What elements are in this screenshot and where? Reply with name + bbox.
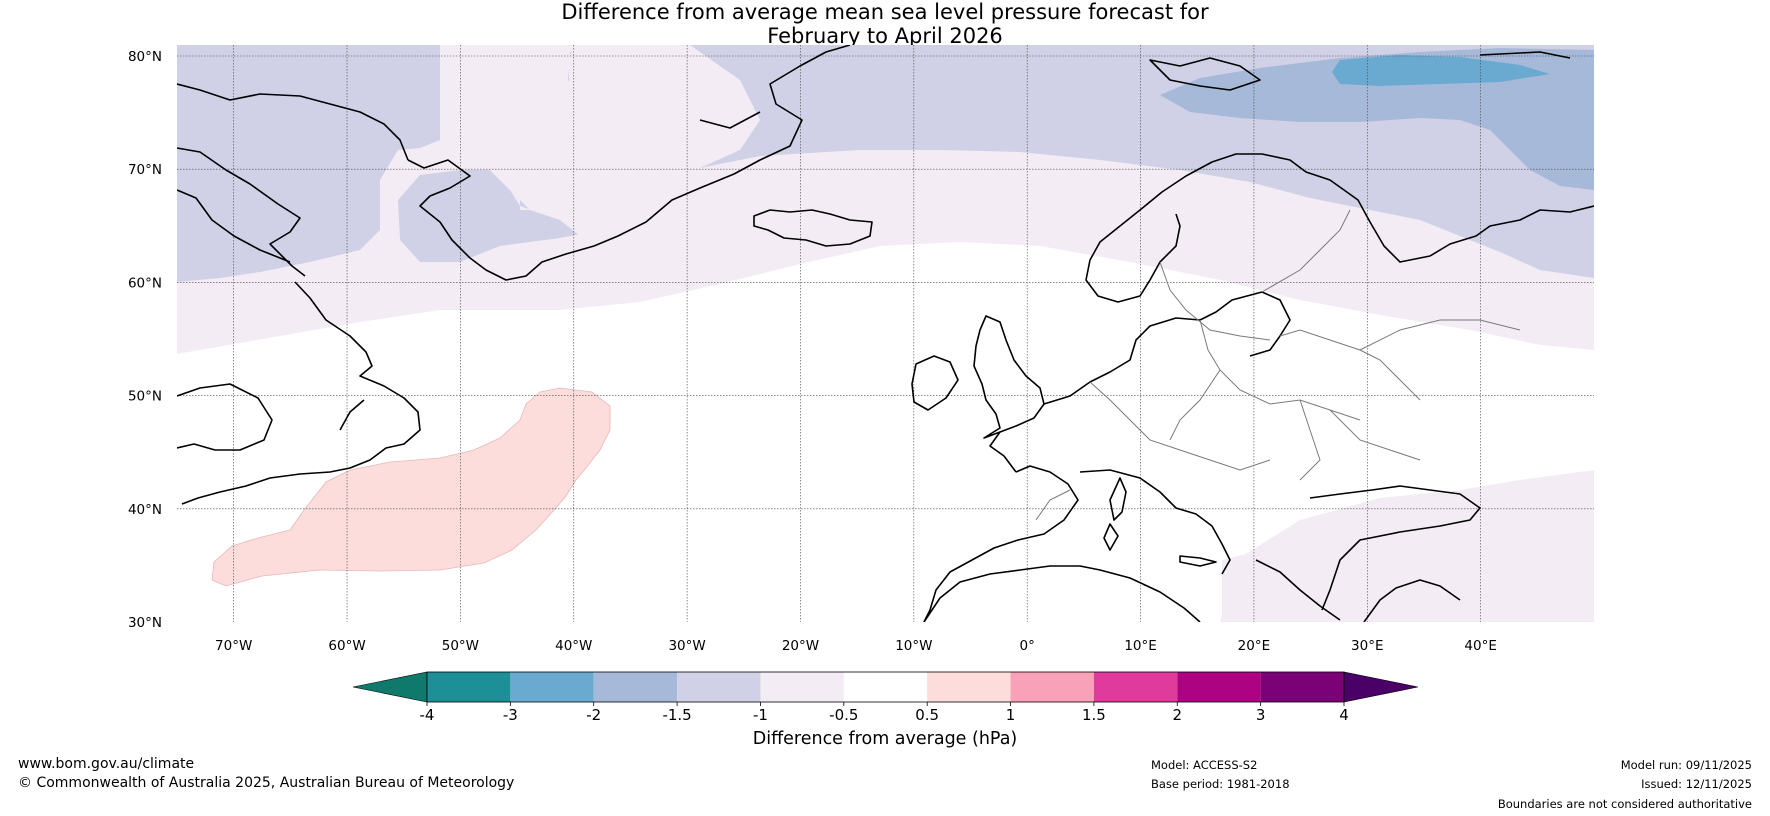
- lon-label: 40°E: [1464, 638, 1496, 654]
- footer-issued: Issued: 12/11/2025: [1641, 777, 1752, 791]
- coastline-iceland: [753, 209, 873, 247]
- colorbar-tick-label: -1: [753, 706, 768, 724]
- colorbar-segment: [677, 672, 761, 702]
- latitude-labels: 80°N 70°N 60°N 50°N 40°N 30°N: [128, 49, 162, 631]
- footer-model-run: Model run: 09/11/2025: [1620, 758, 1752, 772]
- lat-label: 50°N: [128, 389, 162, 405]
- lon-label: 10°W: [895, 638, 932, 654]
- coastline-labrador: [177, 281, 421, 505]
- colorbar-segment: [1093, 672, 1178, 702]
- lat-label: 30°N: [128, 615, 162, 631]
- lat-label: 70°N: [128, 162, 162, 178]
- anomaly-region-greenland-light: [440, 45, 760, 240]
- title-line-2: February to April 2026: [767, 24, 1003, 48]
- colorbar-segment: [927, 672, 1011, 702]
- lon-label: 0°: [1020, 638, 1035, 654]
- lon-label: 70°W: [215, 638, 252, 654]
- colorbar-segment: [593, 672, 678, 702]
- colorbar-segment: [843, 672, 928, 702]
- longitude-labels: 70°W 60°W 50°W 40°W 30°W 20°W 10°W 0° 10°E 20°E 30…: [215, 638, 1497, 654]
- lat-label: 60°N: [128, 275, 162, 291]
- colorbar-outline: [426, 671, 1345, 703]
- coastline-svalbard: [1149, 51, 1571, 91]
- colorbar-tick-label: -1.5: [662, 706, 691, 724]
- colorbar-segment: [1010, 672, 1094, 702]
- footer-base-period: Base period: 1981-2018: [1151, 777, 1290, 791]
- lon-label: 10°E: [1124, 638, 1156, 654]
- lon-label: 30°E: [1351, 638, 1383, 654]
- colorbar-segment: [760, 672, 844, 702]
- colorbar-label: Difference from average (hPa): [752, 729, 1018, 749]
- colorbar-tick-label: 1: [1006, 706, 1016, 724]
- colorbar-tick-label: 2: [1172, 706, 1182, 724]
- lon-label: 30°W: [668, 638, 705, 654]
- footer-disclaimer: Boundaries are not considered authoritat…: [1497, 797, 1752, 811]
- coastline-scandinavia: [1085, 153, 1594, 303]
- colorbar: -4 -3 -2 -1.5 -1 -0.5 0.5 1 1.5 2 3 4: [352, 671, 1419, 724]
- chart-title: Difference from average mean sea level p…: [0, 0, 1770, 48]
- colorbar-tick-label: -2: [586, 706, 601, 724]
- colorbar-extend-max: [1343, 671, 1419, 703]
- lon-label: 20°W: [782, 638, 819, 654]
- colorbar-tick-label: 3: [1256, 706, 1266, 724]
- lon-label: 50°W: [442, 638, 479, 654]
- anomaly-region-mediterranean: [1222, 550, 1300, 622]
- coastline-greenland: [177, 45, 851, 281]
- lon-label: 60°W: [328, 638, 365, 654]
- footer-model: Model: ACCESS-S2: [1151, 758, 1258, 772]
- footer-website: www.bom.gov.au/climate: [18, 756, 195, 772]
- title-line-1: Difference from average mean sea level p…: [561, 0, 1209, 24]
- colorbar-extend-min: [352, 671, 428, 703]
- anomaly-region-barents: [1160, 48, 1594, 190]
- anomaly-layer: [177, 45, 1594, 622]
- colorbar-tick-label: -3: [503, 706, 518, 724]
- colorbar-segment: [1260, 672, 1344, 702]
- coastline-africa: [923, 565, 1461, 622]
- colorbar-segment: [510, 672, 594, 702]
- colorbar-tick-label: -4: [420, 706, 435, 724]
- colorbar-segment: [1177, 672, 1261, 702]
- colorbar-tick-label: -0.5: [829, 706, 858, 724]
- colorbar-tick-label: 0.5: [915, 706, 939, 724]
- lat-label: 40°N: [128, 502, 162, 518]
- country-borders: [1035, 209, 1521, 521]
- graticule: [177, 45, 1594, 622]
- colorbar-tick-label: 1.5: [1082, 706, 1106, 724]
- lon-label: 40°W: [555, 638, 592, 654]
- colorbar-tick-label: 4: [1339, 706, 1349, 724]
- anomaly-region-east-med: [1220, 470, 1594, 622]
- lat-label: 80°N: [128, 49, 162, 65]
- anomaly-region-atlantic-positive: [211, 387, 611, 587]
- coastline-med-islands: [1103, 477, 1217, 567]
- colorbar-segment: [427, 672, 511, 702]
- lon-label: 20°E: [1238, 638, 1270, 654]
- anomaly-region-svalbard-strong: [1332, 55, 1550, 86]
- footer-copyright: © Commonwealth of Australia 2025, Austra…: [18, 775, 515, 791]
